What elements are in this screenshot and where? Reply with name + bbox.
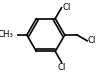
Text: Cl: Cl [57, 63, 66, 72]
Text: Cl: Cl [63, 3, 71, 12]
Text: Cl: Cl [88, 36, 96, 45]
Text: CH₃: CH₃ [0, 30, 13, 39]
